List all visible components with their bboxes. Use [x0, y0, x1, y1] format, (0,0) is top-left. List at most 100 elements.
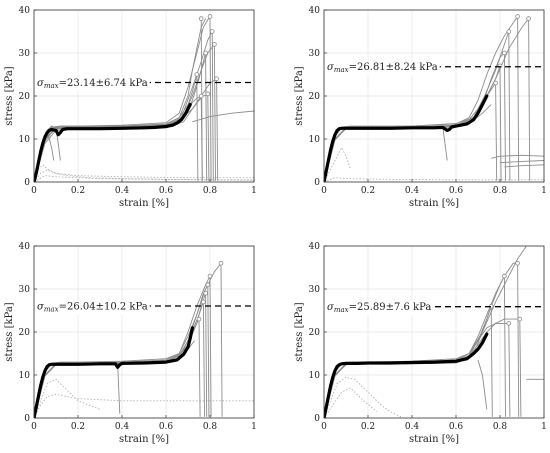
specimen-curve [324, 340, 485, 418]
sigma-subscript: max [44, 82, 59, 90]
dotted-curve [34, 378, 101, 418]
specimen-curve [324, 18, 529, 182]
x-tick-label: 0.8 [203, 186, 218, 196]
peak-marker [515, 260, 520, 266]
sigma-value-text: =26.81±8.24 kPa [349, 62, 438, 73]
sigma-value-text: =25.89±7.6 kPa [349, 302, 432, 313]
y-tick-label: 0 [314, 414, 320, 424]
peak-marker [205, 91, 211, 97]
failure-drop [519, 319, 522, 417]
sigma-value-text: =23.14±6.74 kPa [59, 78, 148, 89]
y-tick-label: 20 [19, 328, 31, 338]
dotted-curve [324, 387, 378, 418]
specimen-curve [324, 318, 520, 418]
specimen-curve [34, 318, 200, 418]
x-tick-label: 0.8 [493, 422, 508, 432]
sigma-subscript: max [44, 306, 59, 314]
x-tick-label: 0 [321, 422, 327, 432]
x-tick-label: 0.8 [203, 422, 218, 432]
peak-marker [214, 76, 219, 82]
failure-drop [200, 95, 203, 181]
failure-drop [495, 83, 498, 181]
y-axis-label: stress [kPa] [294, 302, 305, 361]
peak-marker [203, 290, 208, 296]
specimen-curve [324, 104, 492, 182]
failure-drop [209, 16, 212, 181]
specimen-curve [324, 262, 518, 418]
x-axis-label: strain [%] [409, 434, 459, 445]
x-tick-label: 0.2 [71, 186, 85, 196]
plot-area [324, 14, 544, 182]
failure-drop [528, 18, 531, 181]
y-tick-label: 0 [24, 178, 30, 188]
sigma-symbol: σ [327, 302, 335, 313]
sigma-symbol: σ [37, 78, 45, 89]
peak-marker [218, 260, 224, 266]
x-tick-label: 0.8 [493, 186, 508, 196]
specimen-curve [34, 340, 195, 418]
failure-drop [503, 52, 506, 181]
mean-curve [324, 332, 489, 418]
specimen-curve [324, 16, 518, 182]
dotted-curve [324, 376, 404, 418]
y-axis-label: stress [kPa] [294, 66, 305, 125]
specimen-curve [324, 275, 505, 418]
sigma-max-label: σmax=26.81±8.24 kPa [327, 62, 438, 74]
peak-marker [209, 29, 215, 34]
failure-drop [220, 263, 223, 417]
x-axis-label: strain [%] [119, 434, 169, 445]
failure-drop [490, 306, 493, 417]
peak-marker [506, 321, 512, 326]
peak-marker [502, 273, 507, 279]
failure-drop [508, 323, 511, 417]
failure-drop [213, 44, 216, 181]
y-tick-label: 20 [309, 92, 321, 102]
peak-marker [207, 14, 213, 19]
y-tick-label: 20 [19, 92, 31, 102]
specimen-curve [499, 160, 544, 164]
x-tick-label: 0.2 [361, 422, 375, 432]
x-tick-label: 0.6 [159, 186, 174, 196]
x-tick-label: 0.6 [449, 422, 464, 432]
peak-marker [203, 50, 208, 56]
y-tick-label: 30 [19, 49, 31, 59]
specimen-curve [34, 31, 213, 182]
x-tick-label: 0.2 [361, 186, 375, 196]
x-tick-label: 0.4 [115, 422, 130, 432]
failure-drop [499, 65, 502, 181]
x-tick-label: 0.4 [405, 186, 420, 196]
sigma-label-bg [35, 300, 150, 315]
y-axis-label: stress [kPa] [4, 302, 15, 361]
y-tick-label: 40 [19, 6, 31, 16]
specimen-curve [34, 362, 121, 418]
x-axis-label: strain [%] [119, 198, 169, 209]
peak-marker [517, 316, 523, 322]
peak-marker [526, 16, 531, 21]
specimen-curve [34, 52, 207, 182]
sigma-subscript: max [334, 306, 349, 314]
x-tick-label: 1 [251, 422, 257, 432]
failure-drop [207, 284, 210, 417]
dotted-curve [34, 393, 254, 418]
x-tick-label: 0 [31, 186, 37, 196]
peak-marker [212, 42, 217, 47]
x-tick-label: 0 [321, 186, 327, 196]
y-tick-label: 10 [19, 371, 31, 381]
peak-marker [502, 50, 507, 56]
failure-drop [205, 293, 208, 417]
specimen-curve [491, 154, 544, 159]
sigma-max-label: σmax=25.89±7.6 kPa [327, 302, 431, 314]
dotted-curve [324, 146, 351, 182]
plot-area [34, 14, 254, 182]
dotted-curve [34, 175, 254, 182]
mean-curve [34, 326, 194, 418]
peak-marker [196, 316, 202, 322]
failure-drop [508, 31, 511, 181]
x-tick-label: 0.4 [115, 186, 130, 196]
peak-marker [207, 273, 213, 279]
y-tick-label: 30 [309, 285, 321, 295]
